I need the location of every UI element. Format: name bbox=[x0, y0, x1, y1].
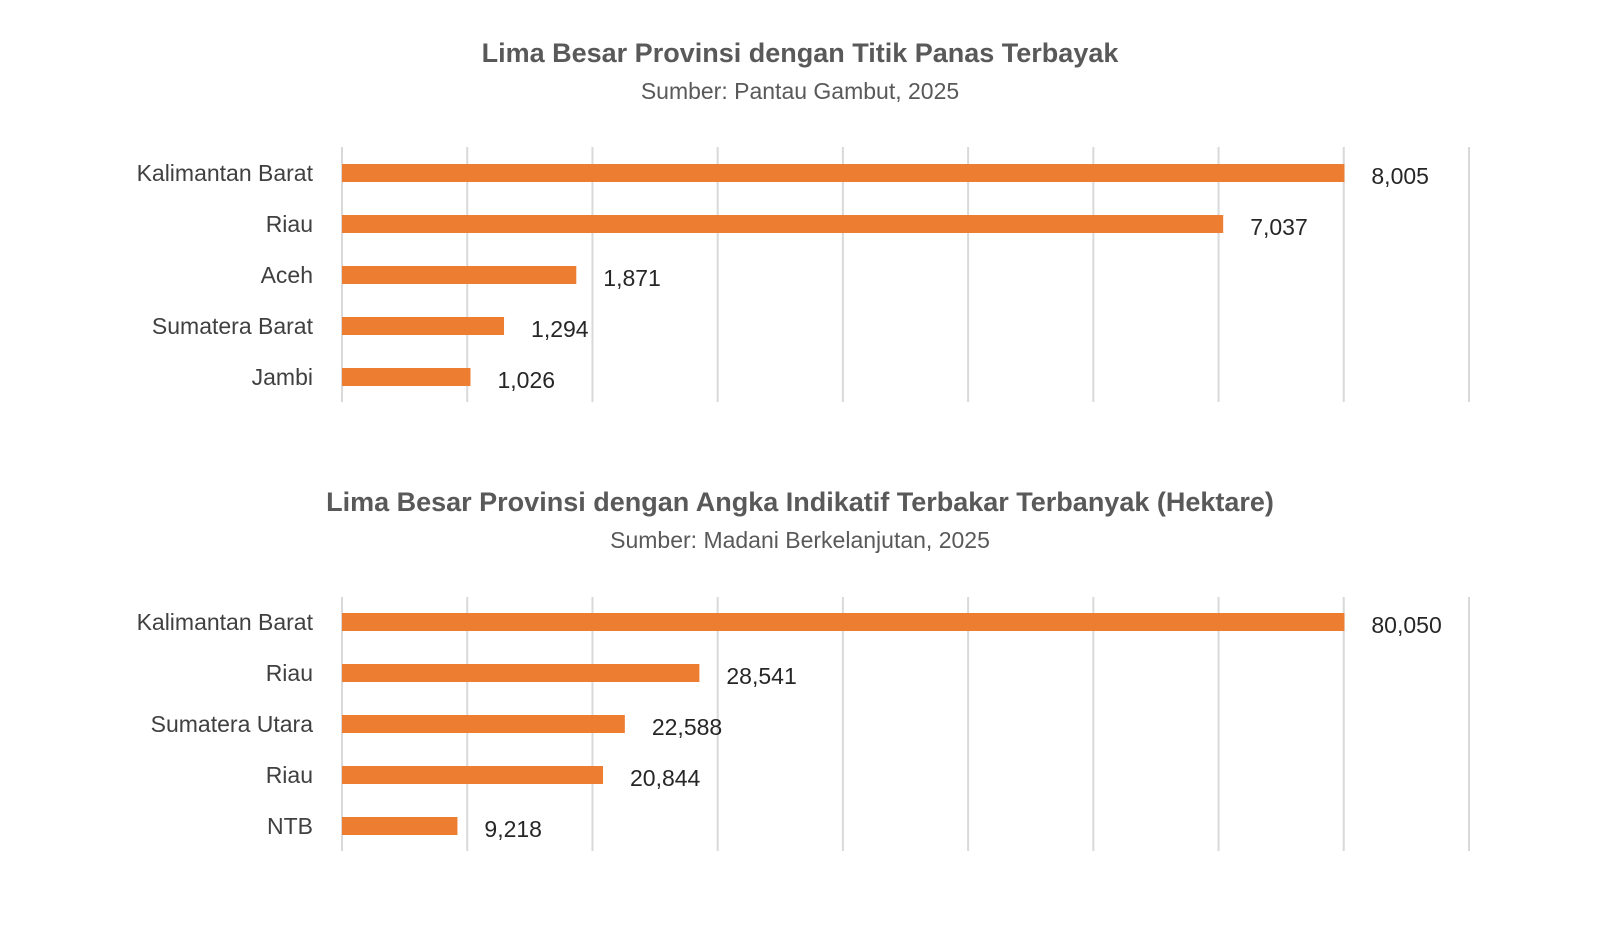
data-label: 80,050 bbox=[1371, 612, 1441, 638]
chart-title: Lima Besar Provinsi dengan Titik Panas T… bbox=[482, 38, 1120, 68]
category-label: Aceh bbox=[261, 262, 313, 288]
data-label: 20,844 bbox=[630, 765, 701, 791]
category-label: Riau bbox=[266, 762, 313, 788]
category-label: Riau bbox=[266, 211, 313, 237]
bar bbox=[342, 215, 1224, 233]
data-label: 8,005 bbox=[1371, 163, 1429, 189]
category-label: Riau bbox=[266, 660, 313, 686]
data-label: 28,541 bbox=[726, 663, 796, 689]
chart-1: Lima Besar Provinsi dengan Titik Panas T… bbox=[137, 38, 1470, 402]
chart-2: Lima Besar Provinsi dengan Angka Indikat… bbox=[137, 487, 1470, 851]
category-label: Sumatera Utara bbox=[151, 711, 314, 737]
data-label: 1,026 bbox=[497, 367, 555, 393]
category-label: Sumatera Barat bbox=[152, 313, 314, 339]
data-label: 7,037 bbox=[1250, 214, 1308, 240]
category-label: NTB bbox=[267, 813, 313, 839]
chart-subtitle: Sumber: Madani Berkelanjutan, 2025 bbox=[610, 527, 990, 553]
chart-subtitle: Sumber: Pantau Gambut, 2025 bbox=[641, 78, 959, 104]
data-label: 22,588 bbox=[652, 714, 722, 740]
bar bbox=[342, 317, 505, 335]
data-label: 1,294 bbox=[531, 316, 589, 342]
category-label: Kalimantan Barat bbox=[137, 609, 314, 635]
bar bbox=[342, 613, 1345, 631]
bar bbox=[342, 664, 700, 682]
data-label: 1,871 bbox=[603, 265, 661, 291]
bar bbox=[342, 368, 471, 386]
data-label: 9,218 bbox=[484, 816, 542, 842]
chart-title: Lima Besar Provinsi dengan Angka Indikat… bbox=[326, 487, 1274, 517]
category-label: Jambi bbox=[252, 364, 313, 390]
bar bbox=[342, 766, 604, 784]
bar bbox=[342, 817, 458, 835]
bar bbox=[342, 164, 1345, 182]
category-label: Kalimantan Barat bbox=[137, 160, 314, 186]
bar bbox=[342, 715, 625, 733]
bar bbox=[342, 266, 577, 284]
